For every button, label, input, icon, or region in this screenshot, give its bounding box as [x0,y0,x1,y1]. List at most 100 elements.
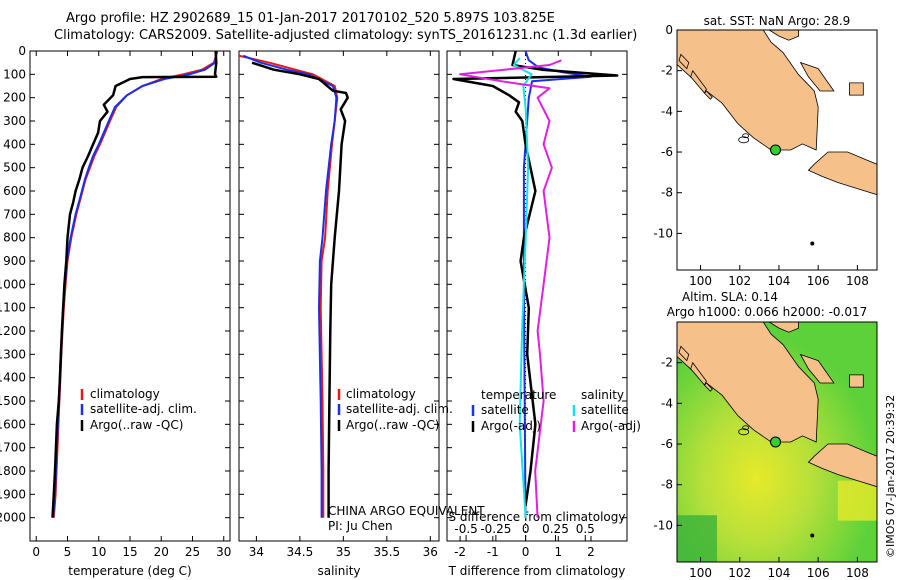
mentawai-island [678,53,690,70]
depth-ytick-label: 500 [3,161,26,175]
longitude-tick-label: 108 [846,274,869,288]
longitude-tick-label: 100 [689,566,712,580]
temperature-xtick-label: 15 [122,545,137,559]
java-land [807,151,877,196]
temperature-series-line [51,51,218,518]
latitude-tick-label: -8 [661,186,673,200]
depth-ytick-label: 1100 [0,301,26,315]
salinity-plot-frame [238,50,440,542]
bangka-land [799,61,835,92]
depth-ytick-label: 1000 [0,277,26,291]
java-land [807,443,877,488]
temperature-xtick-label: 10 [91,545,106,559]
longitude-tick-label: 108 [846,566,869,580]
christmas-island [810,533,815,538]
sst-map-frame [676,29,878,271]
latitude-tick-label: -2 [661,356,673,370]
riau-land [768,30,799,41]
salinity-xtick-label: 34 [249,545,264,559]
latitude-tick-label: -6 [661,145,673,159]
sla-map-frame [676,321,878,563]
depth-ytick-label: 100 [3,67,26,81]
enggano-island [742,425,750,431]
longitude-tick-label: 106 [807,274,830,288]
longitude-tick-label: 100 [689,274,712,288]
salinity-legend-entry: climatology [346,387,416,401]
difference-plot-frame [446,50,628,542]
sst-map: 100 102 104 106 108 0 -2 -4 -6 -8 -10 [653,23,878,288]
depth-ytick-label: 200 [3,91,26,105]
latitude-tick-label: -10 [653,518,673,532]
salinity-legend-entry: Argo(..raw -QC) [346,418,439,432]
salinity-series-line [239,54,339,518]
depth-ytick-label: 1300 [0,347,26,361]
temperature-difference-legend-entry: satellite [481,403,529,417]
depth-ytick-label: 0 [18,44,26,58]
latitude-tick-label: -4 [661,396,673,410]
salinity-xtick-label: 35 [336,545,351,559]
depth-ytick-label: 600 [3,184,26,198]
difference-series-line [512,57,533,518]
longitude-tick-label: 104 [768,566,791,580]
enggano-island [738,136,750,144]
temperature-difference-xtick-label: -1 [487,545,499,559]
depth-ytick-label: 2000 [0,511,26,525]
sla-high-patch [837,480,877,521]
temperature-xtick-label: 20 [154,545,169,559]
latitude-tick-label: -4 [661,104,673,118]
salinity-panel: 34 34.5 35 35.5 36 salinity climatologysatelli… [238,50,485,578]
figure-title-line-1: Argo profile: HZ 2902689_15 01-Jan-2017 … [66,11,555,26]
difference-series-line [522,51,592,518]
longitude-tick-label: 106 [807,566,830,580]
difference-series-line [459,59,562,518]
salinity-difference-xtick-label: 0 [522,522,530,536]
sla-map: 100 102 104 106 108 -2 -4 -6 -8 -10 [653,321,878,580]
depth-ytick-label: 1500 [0,394,26,408]
salinity-difference-legend-entry: Argo(-adj) [581,419,641,433]
sst-map-content [677,30,877,270]
depth-ytick-label: 1600 [0,417,26,431]
imos-timestamp: ©IMOS 07-Jan-2017 20:39:32 [884,395,897,558]
temperature-plot-frame [29,50,231,542]
riau-land [768,322,799,333]
longitude-tick-label: 102 [728,274,751,288]
temperature-legend-entry: satellite-adj. clim. [90,402,197,416]
depth-ytick-label: 700 [3,207,26,221]
sst-map-title: sat. SST: NaN Argo: 28.9 [704,14,851,28]
depth-ytick-label: 1700 [0,441,26,455]
temperature-xtick-label: 30 [216,545,231,559]
sla-map-title-line-1: Altim. SLA: 0.14 [682,290,778,304]
salinity-series-line [251,61,349,518]
salinity-difference-xtick-label: -0.5 [454,522,477,536]
temperature-legend-entry: climatology [90,387,160,401]
depth-ytick-label: 400 [3,137,26,151]
belitung-land [849,374,864,388]
depth-ytick-label: 800 [3,231,26,245]
sla-map-title-line-2: Argo h1000: 0.066 h2000: -0.017 [667,305,868,319]
salinity-difference-xtick-label: -0.25 [480,522,511,536]
temperature-difference-xtick-label: 1 [554,545,562,559]
salinity-legend-entry: satellite-adj. clim. [346,402,453,416]
salinity-difference-legend-entry: salinity [581,388,624,402]
depth-ytick-label: 1800 [0,464,26,478]
salinity-difference-xtick-label: 0.25 [542,522,569,536]
depth-ytick-label: 900 [3,254,26,268]
salinity-xtick-label: 36 [423,545,438,559]
enggano-island [738,428,750,436]
difference-series-line [452,51,619,507]
temperature-difference-xtick-label: 0 [522,545,530,559]
longitude-tick-label: 102 [728,566,751,580]
latitude-tick-label: -2 [661,64,673,78]
depth-ytick-label: 1400 [0,371,26,385]
difference-panel: -2 -1 0 1 2-0.5 -0.25 0 0.25 0.5S difference fro… [446,50,641,578]
temperature-xtick-label: 5 [64,545,72,559]
depth-ytick-label: 1200 [0,324,26,338]
temperature-series-line [52,51,218,518]
mentawai-island [678,345,690,362]
figure-title-line-2: Climatology: CARS2009. Satellite-adjuste… [54,28,638,43]
temperature-difference-xtick-label: -2 [454,545,466,559]
float-program-label: CHINA ARGO EQUIVALENT [328,504,485,518]
temperature-axis-label: temperature (deg C) [68,564,191,578]
argo-float-marker [770,144,782,156]
sla-low-patch [677,515,717,562]
